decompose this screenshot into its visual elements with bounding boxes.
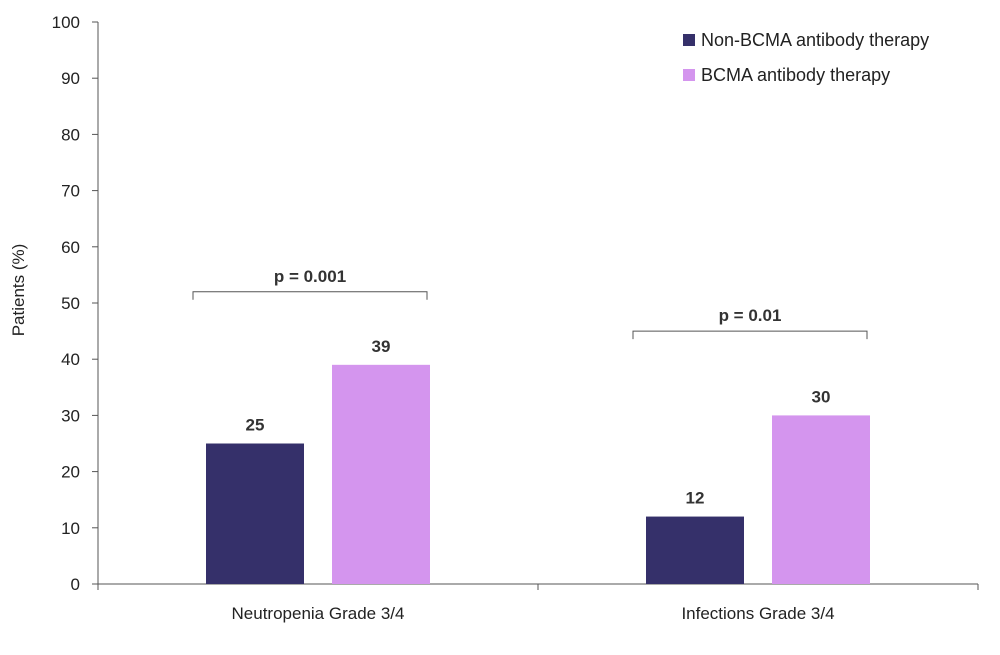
y-tick-label: 80	[61, 125, 80, 144]
bar	[646, 516, 744, 584]
legend-swatch	[683, 69, 695, 81]
significance-bracket	[632, 330, 868, 340]
significance-annotations: p = 0.001 p = 0.01	[192, 267, 868, 340]
y-axis: 0 10 20 30 40 50 60 70 80 90 100	[52, 13, 99, 594]
bar	[206, 443, 304, 584]
x-tick-label: Neutropenia Grade 3/4	[232, 604, 405, 623]
significance-bracket	[192, 291, 428, 300]
bar	[332, 364, 430, 584]
y-axis-label: Patients (%)	[9, 244, 28, 337]
y-tick-label: 70	[61, 182, 80, 201]
y-tick-label: 100	[52, 13, 80, 32]
y-tick-label: 60	[61, 238, 80, 257]
x-axis: Neutropenia Grade 3/4 Infections Grade 3/…	[97, 583, 979, 623]
y-tick-label: 0	[71, 575, 80, 594]
x-tick-label: Infections Grade 3/4	[681, 604, 834, 623]
y-tick-label: 10	[61, 519, 80, 538]
p-value-label: p = 0.01	[719, 306, 782, 325]
y-tick-label: 50	[61, 294, 80, 313]
p-value-label: p = 0.001	[274, 267, 346, 286]
legend: Non-BCMA antibody therapy BCMA antibody t…	[683, 30, 929, 85]
bars: 25 39 12 30	[206, 337, 870, 584]
bar-value-label: 39	[372, 337, 391, 356]
legend-label: BCMA antibody therapy	[701, 65, 890, 85]
bar	[772, 415, 870, 584]
y-tick-label: 20	[61, 463, 80, 482]
y-tick-label: 40	[61, 350, 80, 369]
y-tick-label: 30	[61, 406, 80, 425]
legend-swatch	[683, 34, 695, 46]
bar-value-label: 12	[686, 489, 705, 508]
bar-value-label: 25	[246, 416, 265, 435]
legend-label: Non-BCMA antibody therapy	[701, 30, 929, 50]
y-tick-label: 90	[61, 69, 80, 88]
bar-value-label: 30	[812, 387, 831, 406]
